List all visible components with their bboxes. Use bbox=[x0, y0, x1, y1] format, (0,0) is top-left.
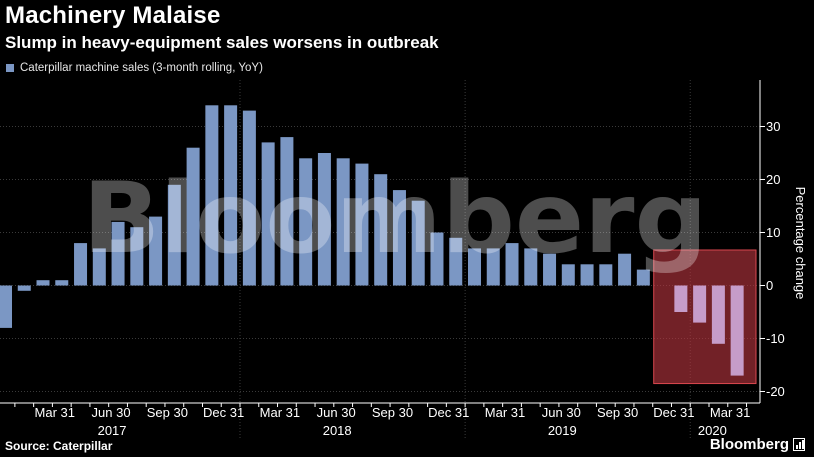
y-axis-label: Percentage change bbox=[793, 187, 808, 300]
bar bbox=[261, 142, 275, 286]
bar bbox=[242, 110, 256, 286]
bar bbox=[336, 158, 350, 286]
bar bbox=[92, 248, 106, 286]
bar bbox=[674, 285, 688, 312]
bar bbox=[17, 285, 31, 291]
bar bbox=[505, 243, 519, 286]
chart-subtitle: Slump in heavy-equipment sales worsens i… bbox=[5, 33, 439, 52]
source-note: Source: Caterpillar bbox=[5, 439, 113, 453]
bar bbox=[299, 158, 313, 286]
bar bbox=[186, 147, 200, 286]
bar bbox=[111, 221, 125, 286]
bar bbox=[430, 232, 444, 286]
bar bbox=[167, 184, 181, 286]
y-tick-label: -20 bbox=[766, 384, 785, 399]
bar bbox=[561, 264, 575, 286]
bar bbox=[711, 285, 725, 344]
bar bbox=[411, 200, 425, 286]
bar bbox=[599, 264, 613, 286]
y-tick-label: 20 bbox=[766, 172, 780, 187]
x-tick-label: Mar 31 bbox=[260, 405, 300, 420]
bar bbox=[468, 248, 481, 286]
watermark: Bloomberg bbox=[83, 162, 708, 276]
x-tick-label: Jun 30 bbox=[542, 405, 581, 420]
x-tick-label: Sep 30 bbox=[597, 405, 638, 420]
bar bbox=[36, 280, 50, 286]
bar bbox=[55, 280, 69, 286]
bar bbox=[317, 153, 331, 286]
brand-logo: Bloomberg bbox=[710, 436, 805, 453]
bar bbox=[205, 105, 219, 286]
bar bbox=[149, 216, 163, 286]
terminal-icon bbox=[793, 438, 805, 451]
chart-title: Machinery Malaise bbox=[5, 2, 221, 29]
x-tick-label: Mar 31 bbox=[710, 405, 750, 420]
x-tick-label: Dec 31 bbox=[203, 405, 244, 420]
bar bbox=[618, 253, 632, 286]
bar bbox=[730, 285, 744, 376]
bars bbox=[0, 105, 744, 376]
bar bbox=[636, 269, 650, 286]
year-label: 2018 bbox=[323, 423, 352, 438]
bar bbox=[374, 174, 388, 286]
bar bbox=[392, 190, 406, 286]
x-tick-label: Jun 30 bbox=[317, 405, 356, 420]
year-label: 2020 bbox=[698, 423, 727, 438]
bar bbox=[0, 285, 12, 328]
x-tick-labels: Mar 31 Jun 30 Sep 30 Dec 31 Mar 31 Jun 30 Sep … bbox=[14, 403, 750, 438]
x-tick-label: Dec 31 bbox=[653, 405, 694, 420]
axes bbox=[0, 80, 761, 404]
bar bbox=[355, 163, 369, 286]
brand-name: Bloomberg bbox=[709, 436, 789, 453]
bar bbox=[280, 137, 294, 286]
year-label: 2019 bbox=[548, 423, 577, 438]
y-tick-label: -10 bbox=[766, 331, 785, 346]
bar bbox=[580, 264, 594, 286]
y-tick-label: 10 bbox=[766, 225, 780, 240]
bar bbox=[524, 248, 538, 286]
legend: Caterpillar machine sales (3-month rolli… bbox=[6, 62, 263, 74]
x-tick-label: Mar 31 bbox=[485, 405, 525, 420]
legend-swatch bbox=[6, 64, 14, 72]
y-tick-label: 30 bbox=[766, 119, 780, 134]
x-tick-label: Sep 30 bbox=[372, 405, 413, 420]
x-tick-label: Dec 31 bbox=[428, 405, 469, 420]
x-tick-label: Mar 31 bbox=[35, 405, 75, 420]
y-tick-labels: -20 -10 0 10 20 30 bbox=[760, 119, 785, 399]
legend-label: Caterpillar machine sales (3-month rolli… bbox=[20, 62, 263, 74]
bar bbox=[486, 248, 500, 286]
bar bbox=[224, 105, 238, 286]
bar bbox=[449, 237, 463, 286]
x-tick-label: Sep 30 bbox=[147, 405, 188, 420]
x-tick-label: Jun 30 bbox=[92, 405, 131, 420]
bar bbox=[74, 243, 88, 286]
bar bbox=[543, 253, 557, 286]
y-tick-label: 0 bbox=[766, 278, 773, 293]
year-label: 2017 bbox=[98, 423, 127, 438]
bar bbox=[130, 227, 144, 286]
bar bbox=[693, 285, 707, 323]
